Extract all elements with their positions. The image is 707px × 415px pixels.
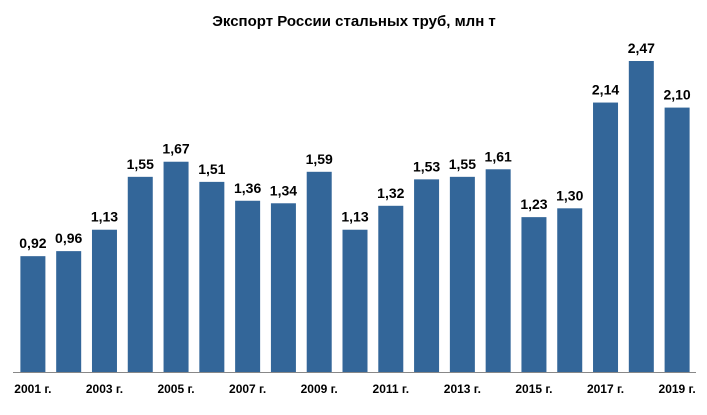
value-label: 1,59 [306,151,333,167]
x-tick-label: 2003 г. [86,382,123,396]
bar [342,229,368,372]
x-tick-label: 2001 г. [14,382,51,396]
bar [127,176,153,372]
bar [56,251,82,372]
x-tick-label: 2007 г. [229,382,266,396]
bar [557,208,583,372]
x-tick-label: 2009 г. [301,382,338,396]
bar [664,107,690,373]
x-tick-label: 2005 г. [157,382,194,396]
bar [593,102,619,373]
bar [485,169,511,372]
bar [199,181,225,372]
bar [449,176,475,372]
x-tick-label: 2015 г. [515,382,552,396]
value-label: 1,30 [556,187,583,203]
value-label: 1,61 [485,148,512,164]
bar [378,205,404,372]
value-label: 1,67 [162,141,189,157]
value-label: 0,96 [55,230,82,246]
bar [20,256,46,372]
value-label: 1,51 [198,161,225,177]
bar [163,161,189,372]
value-label: 2,47 [628,40,655,56]
x-tick-label: 2011 г. [373,382,410,396]
bar [306,171,332,372]
x-tick-label: 2019 г. [659,382,696,396]
bar [628,61,654,372]
value-label: 1,13 [91,209,118,225]
chart-title: Экспорт России стальных труб, млн т [212,13,496,30]
value-label: 1,32 [377,185,404,201]
value-label: 2,10 [663,87,690,103]
value-label: 1,34 [270,182,297,198]
x-tick-label: 2013 г. [444,382,481,396]
bar [521,217,547,372]
value-label: 2,14 [592,82,619,98]
value-label: 1,55 [127,156,154,172]
value-label: 1,55 [449,156,476,172]
bar [414,179,440,372]
value-label: 1,23 [520,196,547,212]
bar [91,229,117,372]
value-label: 1,36 [234,180,261,196]
x-tick-label: 2017 г. [587,382,624,396]
value-label: 0,92 [19,235,46,251]
value-label: 1,53 [413,158,440,174]
value-label: 1,13 [341,209,368,225]
bar [270,203,296,372]
bar [235,200,261,372]
